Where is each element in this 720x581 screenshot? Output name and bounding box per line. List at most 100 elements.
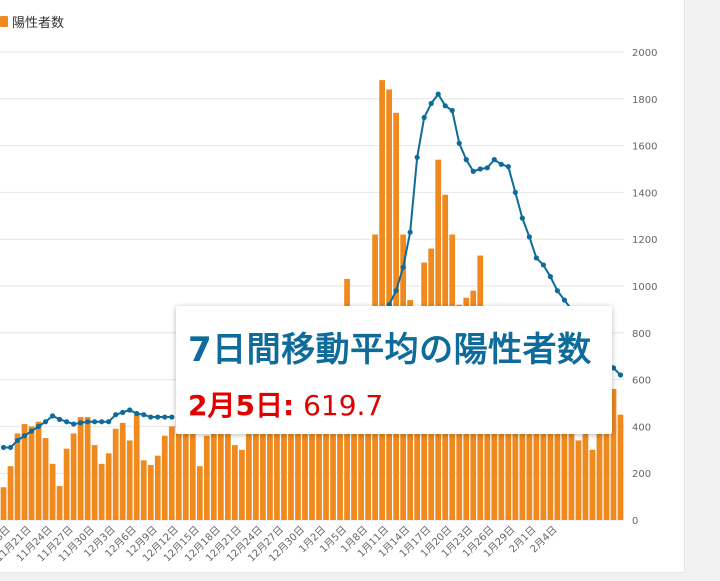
bar (210, 428, 217, 520)
y-tick-label: 1600 (632, 142, 657, 153)
moving-average-point (14, 437, 21, 444)
bar (610, 388, 617, 520)
bar (224, 431, 231, 520)
bar (260, 421, 266, 520)
y-tick-label: 1800 (632, 95, 657, 106)
chart-card: 陽性者数 0 200 400 600 800 1000 1200 1400 1600 1800 20… (0, 0, 685, 573)
moving-average-point (498, 161, 504, 167)
bar (337, 421, 343, 520)
bar (84, 417, 91, 520)
bar (323, 421, 329, 520)
bar (246, 431, 252, 520)
moving-average-point (463, 157, 469, 163)
moving-average-point (141, 412, 147, 418)
bar (168, 426, 175, 520)
bar (14, 433, 21, 520)
moving-average-point (85, 419, 91, 425)
tooltip-value: 619.7 (303, 389, 384, 422)
bar (147, 465, 154, 520)
tooltip-row: 2月5日: 619.7 (188, 384, 383, 424)
bar (126, 440, 133, 520)
bar (575, 440, 582, 520)
bar (281, 426, 287, 520)
moving-average-point (547, 274, 553, 280)
moving-average-point (449, 107, 455, 114)
moving-average-point (162, 414, 168, 420)
legend-label: 陽性者数 (12, 16, 65, 31)
y-tick-label: 1200 (632, 235, 657, 246)
bar (596, 426, 603, 520)
y-tick-label: 400 (632, 422, 651, 433)
y-tick-label: 1400 (632, 188, 657, 199)
bar (161, 435, 168, 520)
bar (589, 449, 596, 520)
bar (21, 424, 28, 520)
moving-average-point (470, 168, 476, 174)
y-tick-label: 1000 (632, 282, 657, 293)
bar (568, 426, 575, 520)
moving-average-point (99, 419, 105, 425)
moving-average-point (414, 154, 420, 160)
bar (302, 414, 308, 520)
moving-average-point (491, 157, 497, 163)
bar (561, 417, 568, 520)
bar (7, 466, 14, 520)
bar (484, 351, 491, 520)
tooltip: 7日間移動平均の陽性者数 2月5日: 619.7 (176, 306, 612, 434)
moving-average-point (519, 215, 525, 221)
y-tick-label: 800 (632, 329, 651, 340)
moving-average-point (477, 166, 483, 172)
bar (309, 419, 315, 520)
moving-average-point (393, 288, 399, 294)
bar (70, 433, 77, 520)
bar (28, 426, 35, 520)
moving-average-point (428, 100, 434, 107)
moving-average-point (442, 103, 448, 109)
bar (351, 379, 357, 520)
bar (358, 379, 364, 520)
bar (49, 463, 56, 520)
bar (330, 421, 336, 520)
bar (414, 379, 421, 520)
moving-average-point (554, 288, 560, 294)
bar (189, 433, 196, 520)
bar (232, 445, 238, 520)
bar (512, 393, 519, 520)
moving-average-point (526, 234, 532, 240)
moving-average-point (512, 189, 518, 195)
moving-average-point (610, 365, 617, 371)
bar (0, 487, 7, 520)
bar (42, 438, 49, 520)
moving-average-point (71, 421, 77, 427)
bar (253, 426, 259, 520)
bar (295, 421, 301, 520)
moving-average-point (456, 140, 462, 146)
y-tick-label: 2000 (632, 48, 657, 59)
bar (196, 466, 203, 520)
moving-average-point (64, 419, 70, 425)
bar (617, 414, 624, 520)
bar (63, 448, 70, 520)
moving-average-point (78, 420, 84, 426)
bar (35, 421, 42, 520)
moving-average-point (484, 165, 490, 171)
moving-average-point (134, 410, 140, 417)
bar (379, 80, 385, 520)
bar (105, 453, 112, 520)
bar (540, 407, 547, 520)
moving-average-point (106, 419, 112, 425)
moving-average-point (148, 414, 154, 420)
moving-average-point (421, 114, 427, 121)
bar (119, 422, 126, 520)
bar (498, 379, 505, 520)
bar (505, 388, 512, 520)
bar (274, 431, 280, 520)
bar (267, 426, 273, 520)
moving-average-point (7, 444, 14, 451)
moving-average-point (561, 297, 568, 303)
legend[interactable]: 陽性者数 (0, 12, 64, 31)
bar (112, 428, 119, 520)
bar (582, 426, 589, 520)
bar (316, 421, 322, 520)
moving-average-point (400, 264, 406, 270)
